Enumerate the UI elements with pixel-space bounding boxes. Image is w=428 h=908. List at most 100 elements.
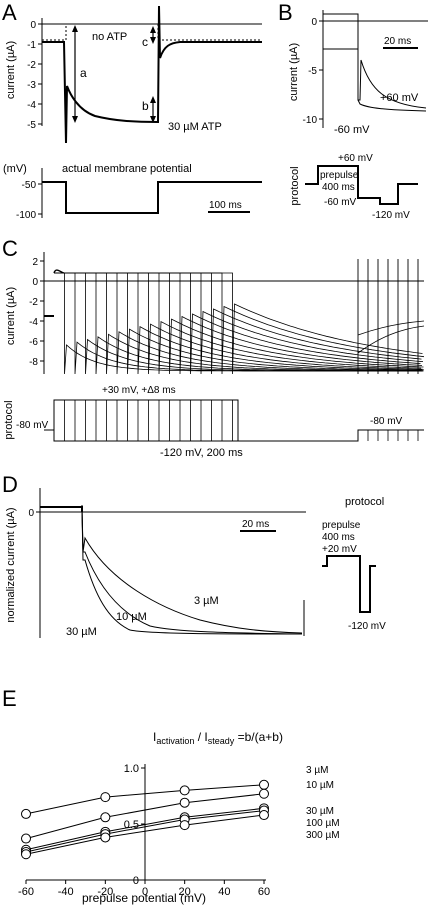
panel-c-protocol-label: protocol [3, 400, 15, 439]
panel-e-x-tick-label: 0 [142, 886, 148, 898]
panel-c-ytick: 2 [32, 257, 38, 268]
panel-e-x-tick-label: -60 [18, 886, 34, 898]
panel-a-scalebar-label: 100 ms [209, 200, 242, 211]
panel-a-atp-label: 30 µM ATP [168, 121, 222, 133]
panel-e-x-tick-label: 20 [179, 886, 191, 898]
panel-e-point [100, 832, 111, 843]
panel-a: A current (µA) 0 -1 -2 -3 -4 -5 no ATP 3… [2, 0, 262, 221]
panel-e-x-tick-label: 60 [258, 886, 270, 898]
panel-d-ylabel: normalized current (µA) [5, 507, 17, 622]
panel-a-arrow-b [150, 96, 156, 123]
panel-a-mp-label: actual membrane potential [62, 163, 192, 175]
panel-b-trace-p60 [323, 13, 427, 109]
panel-b-p-dur: 400 ms [322, 182, 355, 193]
panel-e-x-tick-label: -40 [58, 886, 74, 898]
panel-e-series-label: 300 µM [306, 830, 340, 841]
panel-e-point [259, 779, 269, 790]
panel-b-label-p60: +60 mV [380, 92, 419, 104]
panel-e-x-tick-label: 40 [218, 886, 230, 898]
panel-b-ytick: -5 [308, 66, 317, 77]
panel-b-ylabel: current (µA) [288, 43, 300, 101]
panel-a-ytick: -1 [27, 40, 36, 51]
panel-d: D normalized current (µA) 0 3 µM 10 µM 3… [2, 472, 386, 638]
panel-a-ylabel: current (µA) [5, 41, 17, 99]
panel-c-trace [54, 272, 425, 375]
panel-c-protocol-trace [44, 399, 424, 442]
panel-a-label-a: a [80, 66, 87, 80]
panel-d-trace-10uM [81, 509, 303, 635]
panel-a-arrow-c [150, 26, 156, 44]
panel-e-series-line [25, 810, 265, 853]
panel-a-ticks [38, 23, 42, 125]
panel-d-label-10uM: 10 µM [116, 611, 147, 623]
panel-c-ytick: -6 [29, 337, 38, 348]
panel-a-ytick: -2 [27, 60, 36, 71]
panel-c-trace [54, 272, 422, 375]
panel-e-letter: E [2, 686, 17, 711]
panel-c-traces [53, 259, 425, 375]
panel-c-p-bottom: -120 mV, 200 ms [160, 447, 243, 459]
panel-c-trace [54, 272, 422, 375]
panel-d-p-prepulse: prepulse [322, 520, 361, 531]
panel-c-p-right: -80 mV [370, 416, 403, 427]
panel-e-point [21, 849, 31, 860]
panel-b-trace-m60 [323, 48, 427, 112]
panel-c-ytick: -4 [29, 317, 38, 328]
panel-a-mp-ytick: -50 [22, 180, 37, 191]
panel-c-trace [54, 272, 423, 375]
panel-c-protocol-base [44, 429, 424, 442]
panel-c-trace [54, 272, 425, 375]
panel-b-ytick: -10 [303, 115, 318, 126]
panel-e: E Iactivation / Isteady =b/(a+b) -60 -40 -… [2, 686, 340, 905]
panel-d-trace-30uM [81, 511, 303, 635]
panel-e-point [100, 792, 111, 803]
panel-b-p-prepulse: prepulse [320, 170, 359, 181]
panel-a-ytick: 0 [30, 20, 36, 31]
panel-c-protocol-step [53, 399, 239, 441]
panel-c-trace [54, 272, 423, 375]
panel-b-protocol-label: protocol [289, 166, 301, 205]
panel-a-ytick: -3 [27, 80, 36, 91]
panel-c-letter: C [2, 236, 18, 261]
panel-e-point [21, 833, 31, 844]
panel-c-ytick: -8 [29, 357, 38, 368]
panel-e-y-tick-label: 1.0 [124, 763, 139, 775]
panel-b-p-m120: -120 mV [372, 210, 410, 221]
panel-c-onset [53, 269, 65, 274]
panel-b-scalebar-label: 20 ms [384, 36, 411, 47]
panel-a-label-b: b [142, 99, 149, 113]
panel-a-no-atp-label: no ATP [92, 31, 127, 43]
panel-e-series-label: 10 µM [306, 780, 334, 791]
panel-c-p-left: -80 mV [16, 420, 49, 431]
panel-a-ytick: -5 [27, 120, 36, 131]
panel-e-series-line [25, 784, 265, 815]
panel-a-mp-ylabel: (mV) [3, 163, 27, 175]
panel-e-series-label: 30 µM [306, 806, 334, 817]
panel-d-protocol-title: protocol [345, 496, 384, 508]
panel-d-letter: D [2, 472, 18, 497]
panel-d-trace-3uM [81, 504, 303, 634]
panel-e-ratio-label: Iactivation / Isteady =b/(a+b) [153, 730, 283, 746]
panel-c-ylabel: current (µA) [5, 287, 17, 345]
panel-c-trace [54, 272, 423, 375]
panel-b-p-top: +60 mV [338, 153, 373, 164]
panel-e-series-line [25, 814, 265, 855]
panel-e-xlabel: prepulse potential (mV) [82, 891, 206, 905]
panel-e-point [100, 812, 111, 823]
panel-b-label-m60: -60 mV [334, 124, 370, 136]
panel-c-trace [54, 272, 424, 375]
panel-c-late-trace [357, 325, 425, 354]
panel-e-y-tick-label: 0 [133, 875, 139, 887]
panel-c-ytick: 0 [32, 277, 38, 288]
panel-a-no-atp-trace [42, 23, 262, 41]
panel-e-series-line [25, 793, 265, 840]
panel-b-letter: B [278, 0, 293, 25]
panel-e-point [179, 820, 190, 831]
panel-d-p-bottom: -120 mV [348, 621, 386, 632]
panel-c-trace [54, 272, 424, 375]
panel-a-mp-trace [42, 181, 262, 214]
panel-d-label-30uM: 30 µM [66, 626, 97, 638]
panel-d-protocol-trace [322, 555, 376, 613]
panel-c: C current (µA) 2 0 -2 -4 -6 -8 protocol … [2, 236, 425, 459]
